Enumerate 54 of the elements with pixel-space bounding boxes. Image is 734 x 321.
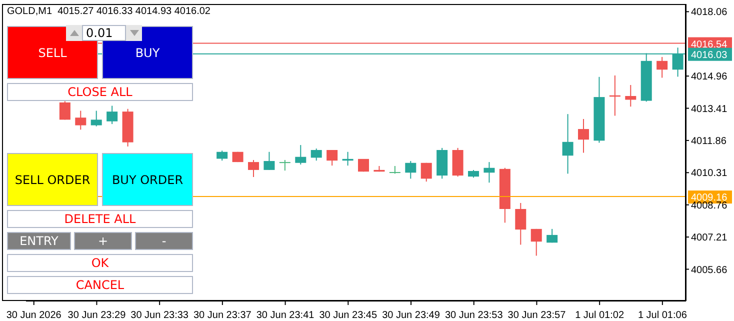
candlestick [546,228,558,244]
y-tick-label: 4010.31 [691,168,728,180]
y-tick-label: 4011.86 [691,136,727,148]
candlestick [326,150,338,166]
candlestick [59,100,70,120]
candlestick [264,151,275,170]
y-tick-label: 4005.66 [691,264,728,276]
candlestick [515,202,526,246]
x-tick-label: 30 Jun 23:33 [130,310,189,321]
candlestick [90,110,102,127]
ref-line-label: 4016.03 [691,50,728,61]
x-tick-label: 30 Jun 23:57 [508,310,566,321]
lot-size-field[interactable]: 0.01 [82,25,126,41]
x-tick-label: 30 Jun 23:49 [382,310,440,321]
y-tick-label: 4007.21 [691,232,728,244]
x-tick-label: 30 Jun 23:53 [444,310,504,321]
y-tick-label: 4014.96 [691,72,728,83]
close-all-button[interactable]: CLOSE ALL [7,83,193,101]
candlestick [562,114,574,174]
candlestick [578,118,589,154]
x-tick-label: 30 Jun 2026 [6,310,62,321]
candlestick [216,150,228,162]
cancel-button[interactable]: CANCEL [7,276,193,294]
candlestick [625,84,636,108]
candlestick [656,56,668,78]
chart-title: GOLD,M1 4015.27 4016.33 4014.93 4016.02 [7,6,210,17]
x-tick-label: 30 Jun 23:29 [68,310,126,321]
x-tick-label: 30 Jun 23:45 [319,310,378,321]
y-tick-label: 4018.06 [691,7,728,18]
candlestick [342,151,354,166]
entry-button[interactable]: ENTRY [7,232,71,250]
candlestick [484,162,495,184]
x-tick-label: 30 Jun 23:37 [194,310,252,321]
candlestick [420,162,432,182]
ref-line-label: 4016.54 [691,39,728,50]
sell-order-button[interactable]: SELL ORDER [7,153,98,206]
x-tick-label: 1 Jul 01:06 [638,310,688,321]
candlestick [295,144,306,166]
candlestick [248,159,259,178]
x-tick-label: 1 Jul 01:02 [575,310,624,321]
ok-button[interactable]: OK [7,254,193,272]
y-tick-label: 4008.76 [691,200,728,212]
candlestick [310,148,322,162]
x-tick-label: 30 Jun 23:41 [256,310,315,321]
minus-button[interactable]: - [135,232,193,250]
delete-all-button[interactable]: DELETE ALL [7,210,193,228]
candlestick [405,160,416,180]
candlestick [530,228,542,256]
buy-order-button[interactable]: BUY ORDER [102,153,193,206]
candlestick [279,159,290,172]
candlestick [75,110,86,130]
y-tick-label: 4013.41 [691,104,728,115]
plus-button[interactable]: + [74,232,132,250]
candlestick [106,105,118,125]
